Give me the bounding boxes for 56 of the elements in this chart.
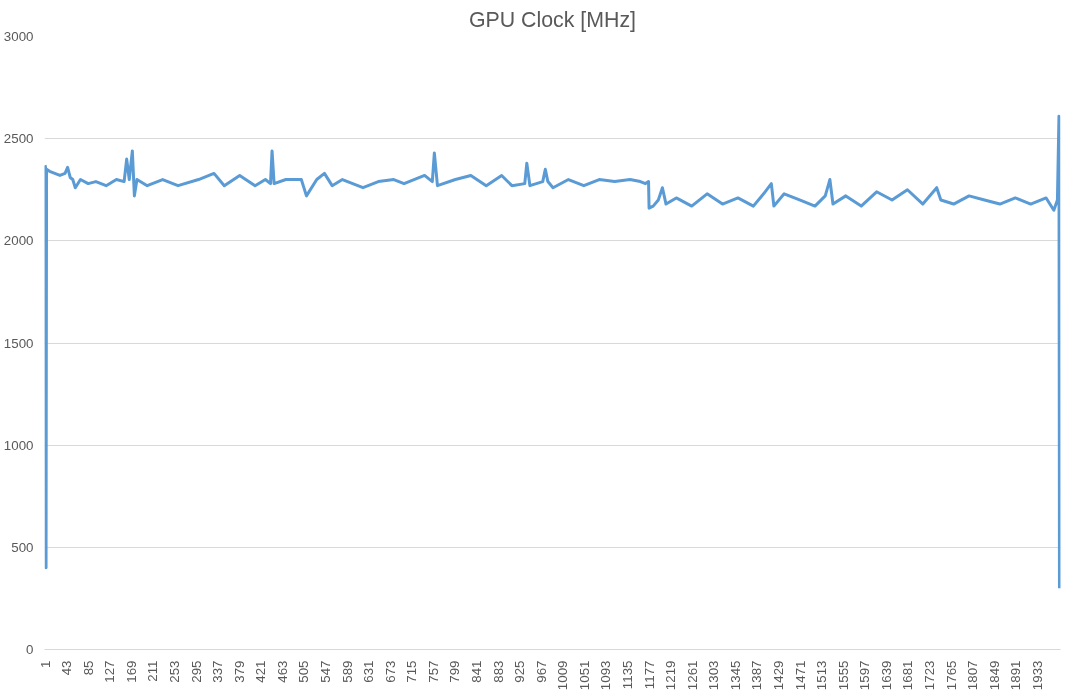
x-tick-label: 1093 <box>598 660 614 691</box>
x-tick-label: 379 <box>231 660 247 683</box>
x-tick-label: 631 <box>361 660 377 683</box>
x-tick-label: 127 <box>102 660 118 683</box>
x-tick-label: 1135 <box>619 660 635 690</box>
x-tick-label: 799 <box>447 660 463 683</box>
x-tick-label: 505 <box>296 660 312 683</box>
y-tick-label: 1000 <box>3 437 34 453</box>
x-tick-label: 1177 <box>641 660 657 690</box>
x-tick-label: 1555 <box>835 660 851 691</box>
x-tick-label: 253 <box>166 660 182 683</box>
x-tick-label: 967 <box>533 660 549 683</box>
x-tick-label: 757 <box>425 660 441 683</box>
x-tick-label: 43 <box>59 660 75 676</box>
x-tick-label: 1471 <box>792 660 808 691</box>
x-tick-label: 925 <box>512 660 528 683</box>
x-tick-label: 85 <box>80 660 96 676</box>
x-tick-label: 673 <box>382 660 398 683</box>
x-tick-label: 1723 <box>922 660 938 691</box>
x-tick-label: 1765 <box>943 660 959 691</box>
line-series <box>44 114 1061 590</box>
x-tick-label: 589 <box>339 660 355 683</box>
y-tick-label: 0 <box>26 642 34 657</box>
y-tick-label: 500 <box>11 539 34 555</box>
x-tick-label: 463 <box>274 660 290 683</box>
x-tick-label: 211 <box>145 660 161 682</box>
x-tick-label: 1 <box>37 660 53 668</box>
y-tick-label: 3000 <box>3 29 34 44</box>
x-tick-label: 1597 <box>857 660 873 691</box>
x-tick-label: 1891 <box>1008 660 1024 691</box>
x-tick-label: 883 <box>490 660 506 683</box>
x-tick-label: 841 <box>468 660 484 683</box>
x-tick-label: 1681 <box>900 660 916 691</box>
x-tick-label: 1303 <box>706 660 722 691</box>
x-tick-label: 1345 <box>727 660 743 691</box>
x-tick-label: 1849 <box>986 660 1002 691</box>
chart-title: GPU Clock [MHz] <box>468 7 637 32</box>
y-tick-label: 2500 <box>3 131 34 147</box>
x-tick-label: 1933 <box>1029 660 1045 691</box>
x-tick-label: 715 <box>404 660 420 683</box>
x-tick-label: 547 <box>317 660 333 683</box>
x-tick-label: 1639 <box>878 660 894 691</box>
x-tick-label: 1513 <box>814 660 830 691</box>
x-tick-label: 337 <box>210 660 226 683</box>
y-tick-label: 2000 <box>3 233 34 249</box>
x-tick-label: 295 <box>188 660 204 683</box>
x-tick-label: 1429 <box>771 660 787 691</box>
x-tick-label: 1807 <box>965 660 981 691</box>
x-tick-label: 1219 <box>663 660 679 691</box>
x-tick-label: 1009 <box>555 660 571 691</box>
x-tick-label: 1051 <box>576 660 592 691</box>
y-tick-label: 1500 <box>3 335 34 351</box>
x-tick-label: 169 <box>123 660 139 683</box>
x-tick-label: 421 <box>253 660 269 683</box>
x-tick-label: 1387 <box>749 660 765 691</box>
x-tick-label: 1261 <box>684 660 700 691</box>
